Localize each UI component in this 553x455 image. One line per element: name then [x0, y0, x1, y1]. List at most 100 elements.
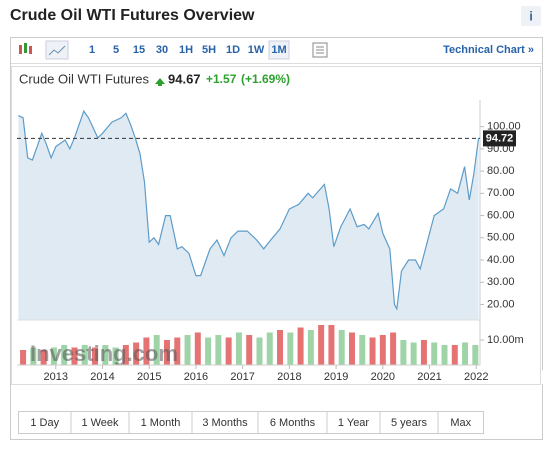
volume-bar: [225, 337, 232, 365]
range-bar: [18, 411, 484, 434]
interval-button[interactable]: 5H: [202, 44, 216, 56]
volume-bar: [20, 350, 27, 365]
y-tick-label: 50.00: [487, 232, 515, 244]
x-tick-label: 2015: [137, 371, 161, 383]
volume-bar: [143, 337, 150, 365]
volume-bar: [61, 345, 68, 365]
volume-bar: [328, 325, 335, 365]
volume-bar: [30, 347, 37, 365]
x-tick-label: 2016: [184, 371, 208, 383]
watermark: Investing.com: [30, 341, 178, 366]
last-price-label: 94.72: [486, 132, 514, 144]
range-button[interactable]: 1 Week: [81, 417, 119, 429]
interval-selected[interactable]: [268, 40, 290, 60]
quote-price: 94.67: [168, 71, 201, 86]
info-icon[interactable]: i: [529, 8, 533, 23]
x-tick-label: 2013: [44, 371, 68, 383]
volume-bar: [153, 335, 160, 365]
area-icon-line: [48, 45, 66, 56]
range-button[interactable]: 1 Year: [338, 417, 370, 429]
technical-chart-link[interactable]: Technical Chart »: [443, 44, 534, 56]
volume-bar: [163, 340, 170, 365]
volume-bar: [420, 340, 427, 365]
volume-bar: [277, 330, 284, 365]
interval-button[interactable]: 1H: [179, 44, 193, 56]
quote-change: +1.57: [206, 72, 237, 86]
range-button[interactable]: 5 years: [391, 417, 428, 429]
volume-bar: [410, 342, 417, 365]
studies-icon[interactable]: [312, 42, 328, 58]
volume-bar: [194, 332, 201, 365]
interval-button[interactable]: 15: [133, 44, 145, 56]
y-tick-label: 60.00: [487, 209, 515, 221]
y-tick-label: 70.00: [487, 187, 515, 199]
volume-bar: [122, 345, 129, 365]
volume-bar: [246, 335, 253, 365]
volume-bar: [338, 330, 345, 365]
last-price-box: [483, 130, 516, 147]
volume-bar: [50, 347, 57, 365]
volume-bar: [400, 340, 407, 365]
up-arrow: [155, 78, 165, 86]
volume-bar: [71, 347, 78, 365]
interval-button[interactable]: 1M: [271, 44, 286, 56]
interval-button[interactable]: 1W: [248, 44, 265, 56]
range-button[interactable]: 1 Month: [141, 417, 181, 429]
volume-bar: [184, 335, 191, 365]
area-icon[interactable]: [45, 40, 69, 60]
y-tick-label: 20.00: [487, 298, 515, 310]
volume-bar: [133, 342, 140, 365]
y-tick-label: 40.00: [487, 254, 515, 266]
volume-bar: [81, 345, 88, 365]
volume-tick-label: 10.00m: [487, 334, 524, 346]
volume-bar: [287, 332, 294, 365]
x-tick-label: 2022: [464, 371, 488, 383]
volume-bar: [297, 327, 304, 365]
info-button[interactable]: [521, 6, 541, 26]
interval-button[interactable]: 30: [156, 44, 168, 56]
edge-mask: [541, 370, 553, 384]
x-tick-label: 2019: [324, 371, 348, 383]
quote-change-pct: (+1.69%): [241, 72, 290, 86]
volume-bar: [235, 332, 242, 365]
x-tick-label: 2021: [417, 371, 441, 383]
price-line: [18, 109, 480, 311]
candle-icon[interactable]: [19, 43, 32, 54]
chart-frame: [11, 66, 541, 385]
range-button[interactable]: 1 Day: [30, 417, 59, 429]
volume-bar: [92, 347, 99, 365]
volume-bar: [441, 345, 448, 365]
volume-bar: [205, 337, 212, 365]
range-button[interactable]: 6 Months: [270, 417, 316, 429]
range-button[interactable]: Max: [450, 417, 471, 429]
range-button[interactable]: 3 Months: [202, 417, 248, 429]
interval-button[interactable]: 1D: [226, 44, 240, 56]
volume-bar: [472, 345, 479, 365]
volume-bar: [307, 330, 314, 365]
volume-bar: [431, 342, 438, 365]
volume-bar: [256, 337, 263, 365]
volume-bar: [40, 350, 47, 365]
interval-button[interactable]: 1: [89, 44, 95, 56]
x-tick-label: 2014: [90, 371, 114, 383]
volume-bar: [215, 335, 222, 365]
volume-bar: [390, 332, 397, 365]
volume-bar: [379, 335, 386, 365]
volume-bar: [369, 337, 376, 365]
volume-bar: [451, 345, 458, 365]
interval-button[interactable]: 5: [113, 44, 119, 56]
y-tick-label: 80.00: [487, 165, 515, 177]
title: Crude Oil WTI Futures Overview: [10, 7, 255, 24]
volume-bar: [348, 332, 355, 365]
quote-name: Crude Oil WTI Futures: [19, 71, 150, 86]
volume-bar: [112, 347, 119, 365]
price-area: [18, 111, 479, 320]
volume-bar: [174, 337, 181, 365]
volume-bar: [266, 332, 273, 365]
volume-bar: [359, 335, 366, 365]
x-tick-label: 2018: [277, 371, 301, 383]
y-tick-label: 100.00: [487, 121, 521, 133]
x-tick-label: 2017: [230, 371, 254, 383]
x-tick-label: 2020: [371, 371, 395, 383]
